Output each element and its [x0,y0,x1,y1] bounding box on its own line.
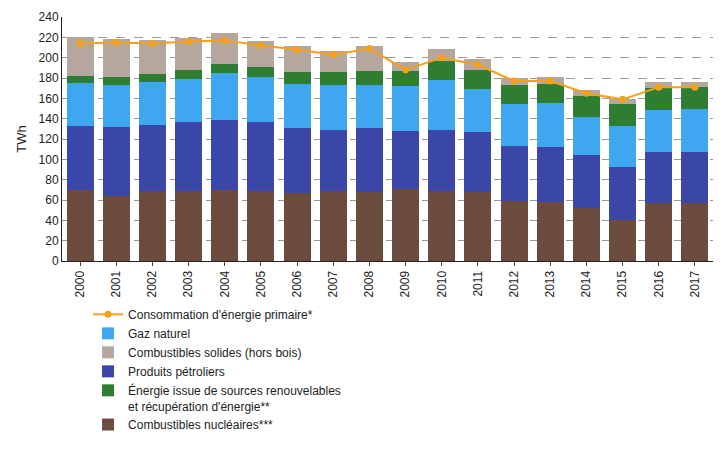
svg-text:2010: 2010 [435,270,449,297]
svg-text:Consommation d'énergie primair: Consommation d'énergie primaire* [128,308,313,322]
svg-text:60: 60 [45,193,59,207]
svg-text:100: 100 [39,153,59,167]
svg-text:2004: 2004 [218,270,232,297]
svg-text:200: 200 [39,51,59,65]
svg-text:TWh: TWh [14,125,29,152]
svg-text:2016: 2016 [652,270,666,297]
svg-text:Combustibles solides (hors boi: Combustibles solides (hors bois) [128,346,301,360]
svg-text:Produits pétroliers: Produits pétroliers [128,365,225,379]
svg-text:Combustibles nucléaires***: Combustibles nucléaires*** [128,418,273,432]
svg-text:2001: 2001 [109,270,123,297]
svg-text:120: 120 [39,132,59,146]
svg-text:2012: 2012 [507,270,521,297]
svg-text:0: 0 [52,254,59,268]
svg-text:Énergie issue de sources renou: Énergie issue de sources renouvelableset… [128,383,341,414]
svg-text:40: 40 [45,214,59,228]
svg-text:2003: 2003 [181,270,195,297]
svg-text:2009: 2009 [398,270,412,297]
svg-text:2007: 2007 [326,270,340,297]
svg-text:2006: 2006 [290,270,304,297]
svg-text:2013: 2013 [543,270,557,297]
svg-text:2015: 2015 [615,270,629,297]
svg-text:2005: 2005 [254,270,268,297]
svg-text:240: 240 [39,10,59,24]
svg-text:80: 80 [45,173,59,187]
svg-text:2000: 2000 [73,270,87,297]
svg-text:Gaz naturel: Gaz naturel [128,327,190,341]
svg-text:160: 160 [39,92,59,106]
svg-text:220: 220 [39,31,59,45]
svg-text:2008: 2008 [362,270,376,297]
svg-text:2011: 2011 [471,270,485,296]
svg-text:20: 20 [45,234,59,248]
svg-text:2014: 2014 [579,270,593,297]
svg-text:140: 140 [39,112,59,126]
svg-text:180: 180 [39,71,59,85]
svg-text:2002: 2002 [145,270,159,297]
svg-text:2017: 2017 [688,270,702,297]
